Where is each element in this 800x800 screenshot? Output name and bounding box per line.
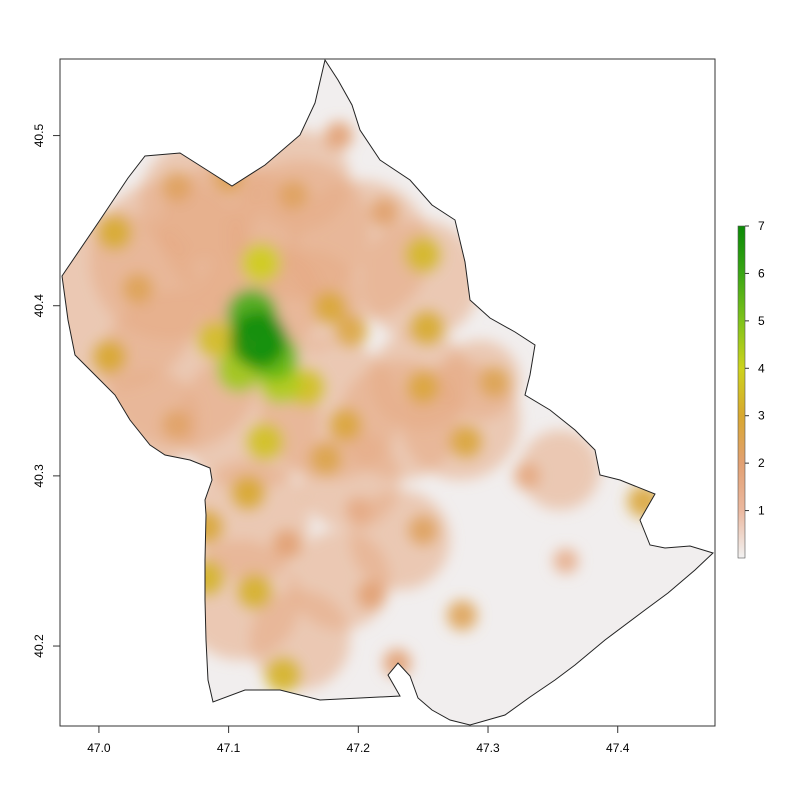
density-hotspot — [278, 180, 309, 211]
legend-color-bar — [737, 225, 746, 559]
x-axis: 47.0 47.1 47.2 47.3 47.4 — [87, 726, 630, 755]
y-tick-label: 40.3 — [32, 464, 46, 488]
density-hotspot — [345, 497, 372, 523]
legend-tick-label: 7 — [758, 219, 765, 233]
legend-tick-label: 4 — [758, 361, 765, 375]
density-hotspot — [409, 310, 445, 346]
x-tick-label: 47.2 — [347, 741, 371, 755]
density-hotspot — [241, 243, 281, 283]
color-legend: 1 2 3 4 5 6 7 — [737, 219, 765, 559]
x-tick-label: 47.3 — [476, 741, 500, 755]
y-tick-label: 40.2 — [32, 634, 46, 658]
density-hotspot — [370, 197, 399, 227]
legend-tick-label: 3 — [758, 409, 765, 423]
y-tick-label: 40.5 — [32, 124, 46, 148]
y-axis: 40.2 40.3 40.4 40.5 — [32, 124, 60, 658]
density-hotspot — [265, 657, 301, 693]
density-hotspot — [553, 548, 579, 574]
density-hotspot — [229, 311, 288, 369]
y-tick-label: 40.4 — [32, 294, 46, 318]
density-hotspot — [273, 529, 301, 558]
region-outline — [61, 58, 714, 726]
density-hotspot — [335, 315, 368, 348]
density-hotspot — [161, 171, 192, 202]
heat-layer — [62, 60, 713, 725]
density-hotspot — [97, 215, 132, 250]
density-hotspot — [328, 408, 362, 442]
density-background-blob — [520, 430, 600, 510]
density-hotspot — [237, 574, 273, 610]
density-hotspot — [446, 600, 478, 631]
x-tick-label: 47.1 — [217, 741, 241, 755]
density-hotspot — [162, 410, 192, 440]
plot-frame — [59, 58, 716, 727]
density-background-blob — [260, 250, 360, 350]
x-tick-label: 47.4 — [606, 741, 630, 755]
density-hotspot — [313, 290, 347, 325]
density-hotspot — [324, 121, 353, 150]
density-hotspot — [357, 581, 386, 609]
legend-tick-label: 5 — [758, 314, 765, 328]
legend-tick-label: 2 — [758, 456, 765, 470]
density-hotspot — [513, 462, 541, 489]
density-hotspot — [122, 273, 153, 304]
density-hotspot — [449, 425, 483, 459]
density-hotspot — [197, 321, 235, 359]
density-hotspot — [408, 515, 439, 546]
density-hotspot — [231, 475, 266, 510]
density-background-blob — [360, 220, 480, 340]
density-hotspot — [406, 371, 440, 404]
density-hotspot — [310, 443, 342, 475]
density-hotspot — [246, 423, 284, 461]
density-hotspot — [92, 339, 127, 374]
legend-tick-label: 1 — [758, 504, 765, 518]
x-tick-label: 47.0 — [87, 741, 111, 755]
density-hotspot — [479, 366, 510, 398]
density-hotspot — [405, 236, 442, 273]
legend-tick-label: 6 — [758, 266, 765, 280]
